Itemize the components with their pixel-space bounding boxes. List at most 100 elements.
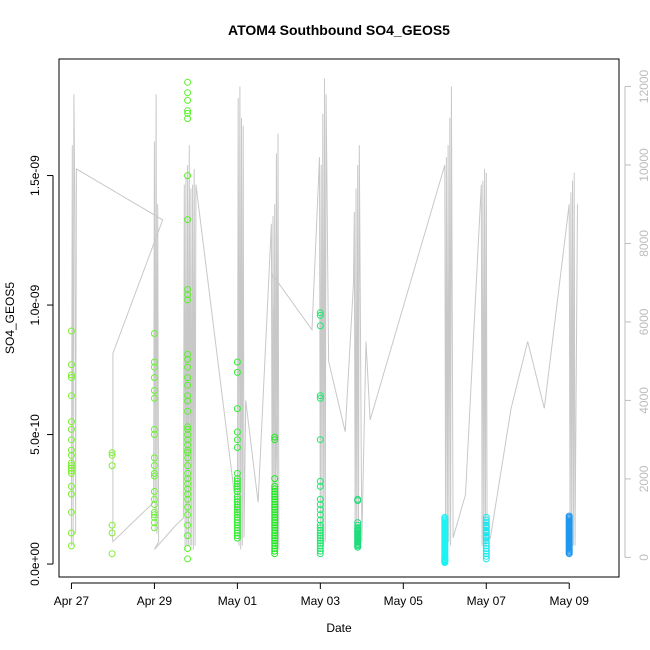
data-point bbox=[233, 513, 241, 521]
y2-tick-label: 4000 bbox=[637, 387, 650, 414]
data-point bbox=[67, 392, 75, 400]
data-point bbox=[233, 469, 241, 477]
data-point bbox=[271, 521, 279, 529]
data-point bbox=[67, 446, 75, 454]
data-point bbox=[184, 115, 192, 123]
data-point bbox=[108, 529, 116, 537]
data-point bbox=[271, 516, 279, 524]
data-point bbox=[67, 418, 75, 426]
y-tick-label: 0.0e+00 bbox=[28, 542, 42, 586]
data-point bbox=[184, 532, 192, 540]
data-point bbox=[316, 477, 324, 485]
data-point bbox=[184, 436, 192, 444]
data-point bbox=[184, 446, 192, 454]
data-point bbox=[108, 550, 116, 558]
data-point bbox=[233, 475, 241, 483]
data-point bbox=[67, 469, 75, 477]
data-point bbox=[271, 547, 279, 555]
data-point bbox=[482, 552, 490, 560]
data-point bbox=[184, 109, 192, 117]
so4-point-group bbox=[441, 513, 449, 566]
data-point bbox=[233, 503, 241, 511]
data-point bbox=[67, 508, 75, 516]
data-point bbox=[271, 506, 279, 514]
data-point bbox=[271, 482, 279, 490]
data-point bbox=[233, 405, 241, 413]
data-point bbox=[67, 459, 75, 467]
data-point bbox=[271, 529, 279, 537]
data-point bbox=[316, 516, 324, 524]
data-point bbox=[316, 545, 324, 552]
data-point bbox=[354, 543, 362, 551]
data-point bbox=[184, 469, 192, 477]
so4-point-group bbox=[150, 330, 158, 532]
data-point bbox=[482, 537, 490, 545]
data-point bbox=[184, 407, 192, 415]
data-point bbox=[271, 513, 279, 521]
data-point bbox=[271, 539, 279, 547]
data-point bbox=[184, 423, 192, 431]
data-point bbox=[150, 519, 158, 527]
y-tick-label: 1.5e-09 bbox=[28, 155, 42, 196]
data-point bbox=[184, 511, 192, 519]
data-point bbox=[184, 480, 192, 488]
data-point bbox=[184, 490, 192, 498]
data-point bbox=[482, 534, 490, 542]
data-point bbox=[316, 539, 324, 547]
data-point bbox=[184, 96, 192, 104]
data-point bbox=[271, 534, 279, 542]
data-point bbox=[184, 449, 192, 457]
data-point bbox=[233, 482, 241, 490]
data-point bbox=[67, 542, 75, 550]
data-point bbox=[271, 433, 279, 441]
y2-tick-label: 2000 bbox=[637, 465, 650, 492]
data-point bbox=[184, 381, 192, 389]
x-axis: Apr 27 Apr 29 May 01 May 03 May 05 May 07 May … bbox=[54, 582, 589, 608]
y2-tick-label: 8000 bbox=[637, 230, 650, 257]
data-point bbox=[150, 501, 158, 508]
data-point bbox=[233, 498, 241, 506]
x-tick-label: Apr 29 bbox=[137, 594, 173, 608]
data-point bbox=[482, 550, 490, 558]
so4-points-layer bbox=[67, 78, 573, 566]
data-point bbox=[271, 475, 279, 483]
data-point bbox=[316, 524, 324, 532]
data-point bbox=[233, 534, 241, 542]
data-point bbox=[271, 545, 279, 552]
data-point bbox=[150, 358, 158, 366]
data-point bbox=[150, 495, 158, 503]
data-point bbox=[150, 511, 158, 519]
data-point bbox=[233, 477, 241, 485]
data-point bbox=[67, 451, 75, 459]
data-point bbox=[67, 371, 75, 379]
so4-point-group bbox=[482, 513, 490, 563]
data-point bbox=[316, 309, 324, 317]
data-point bbox=[150, 330, 158, 337]
y2-tick-label: 10000 bbox=[637, 148, 650, 182]
data-point bbox=[67, 490, 75, 498]
data-point bbox=[67, 425, 75, 433]
data-point bbox=[441, 559, 449, 566]
data-point bbox=[150, 374, 158, 382]
data-point bbox=[271, 532, 279, 540]
data-point bbox=[184, 485, 192, 493]
data-point bbox=[316, 436, 324, 444]
y-axis-label: SO4_GEOS5 bbox=[3, 282, 17, 354]
data-point bbox=[316, 392, 324, 400]
data-point bbox=[271, 501, 279, 508]
data-point bbox=[233, 493, 241, 501]
data-point bbox=[67, 529, 75, 537]
data-point bbox=[150, 524, 158, 532]
x-tick-label: May 05 bbox=[384, 594, 424, 608]
data-point bbox=[271, 488, 279, 495]
data-point bbox=[150, 488, 158, 495]
data-point bbox=[271, 550, 279, 558]
data-point bbox=[67, 464, 75, 472]
data-point bbox=[233, 508, 241, 516]
data-point bbox=[316, 495, 324, 503]
data-point bbox=[316, 521, 324, 529]
data-point bbox=[184, 397, 192, 405]
data-point bbox=[184, 355, 192, 363]
data-point bbox=[184, 363, 192, 371]
data-point bbox=[184, 89, 192, 97]
